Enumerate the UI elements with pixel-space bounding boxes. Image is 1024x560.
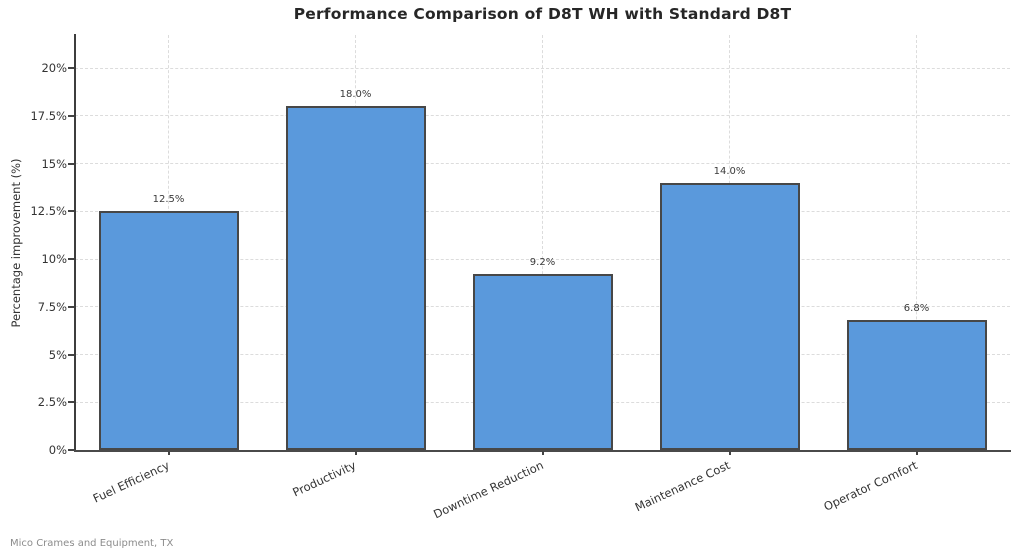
x-tick-label: Operator Comfort [821, 458, 920, 514]
x-tick-mark [728, 451, 731, 455]
y-tick-label: 20% [41, 61, 67, 76]
x-tick-mark [915, 451, 918, 455]
y-axis-spine [73, 34, 76, 451]
y-tick-mark [68, 353, 74, 356]
chart-title: Performance Comparison of D8T WH with St… [293, 5, 792, 23]
y-tick-label: 12.5% [30, 204, 67, 219]
y-tick-mark [68, 162, 74, 165]
x-tick-label: Fuel Efficiency [90, 458, 172, 506]
y-tick-label: 7.5% [37, 299, 67, 314]
bar-value-label: 9.2% [529, 257, 556, 269]
y-tick-label: 0% [48, 443, 67, 457]
y-tick-mark [68, 114, 74, 117]
source-caption: Mico Crames and Equipment, TX [10, 538, 174, 549]
bar-value-label: 12.5% [152, 194, 185, 206]
plot-area: 12.5% 18.0% 9.2% 14.0% 6.8% [75, 35, 1010, 450]
y-tick-mark [68, 67, 74, 70]
x-axis-spine [73, 449, 1011, 452]
bar-value-label: 14.0% [713, 165, 746, 177]
bar-value-label: 6.8% [903, 303, 930, 315]
bar [659, 182, 800, 450]
x-tick-label: Maintenance Cost [632, 458, 733, 515]
bar [472, 274, 613, 450]
x-tick-mark [167, 451, 170, 455]
y-tick-label: 15% [41, 156, 67, 171]
y-tick-label: 17.5% [30, 108, 67, 123]
gridline-vertical [916, 35, 917, 450]
y-tick-label: 5% [48, 347, 67, 362]
x-tick-mark [541, 451, 544, 455]
y-axis-label: Percentage improvement (%) [9, 158, 23, 328]
x-tick-mark [354, 451, 357, 455]
y-tick-label: 10% [41, 252, 67, 267]
y-tick-mark [68, 449, 74, 451]
y-tick-mark [68, 210, 74, 213]
gridline-vertical [542, 35, 543, 450]
x-tick-label: Productivity [290, 458, 359, 500]
x-tick-label: Downtime Reduction [430, 458, 546, 522]
y-tick-mark [68, 305, 74, 308]
bar [98, 211, 239, 450]
y-tick-mark [68, 258, 74, 261]
bar [846, 320, 987, 450]
y-tick-mark [68, 401, 74, 404]
bar [285, 106, 426, 450]
bar-value-label: 18.0% [339, 89, 372, 101]
y-tick-label: 2.5% [37, 395, 67, 410]
